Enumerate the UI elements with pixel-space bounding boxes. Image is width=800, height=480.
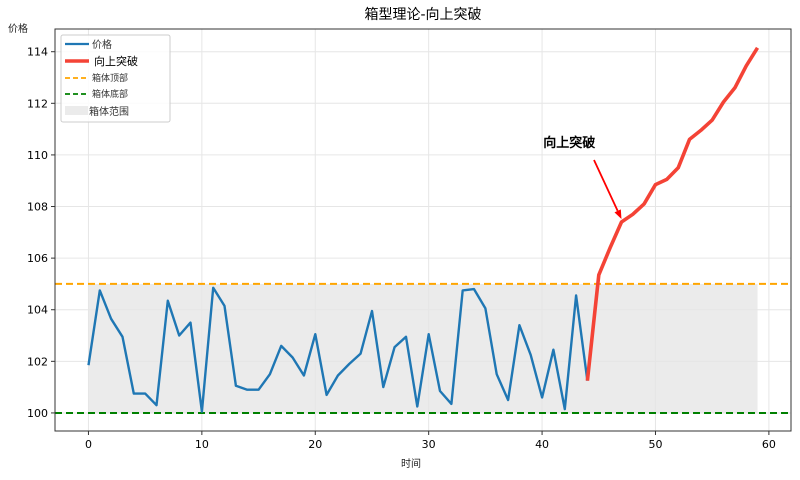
box-range-fill xyxy=(88,283,758,413)
y-axis-label: 价格 xyxy=(8,22,28,35)
y-axis-ticks: 100 102 104 106 108 110 112 114 xyxy=(27,46,55,420)
breakout-line xyxy=(585,46,760,381)
box-range-area xyxy=(88,283,758,413)
legend-box xyxy=(60,34,171,123)
arrow-head-icon xyxy=(614,209,622,220)
legend-item-box-top: 箱体顶部 xyxy=(65,72,128,84)
legend-item-box-range: 箱体范围 xyxy=(65,105,129,118)
chart-title: 箱型理论-向上突破 xyxy=(364,7,481,23)
x-axis-ticks: 0 10 20 30 40 50 60 xyxy=(85,431,776,451)
legend-label: 箱体底部 xyxy=(92,88,128,100)
legend-patch-icon xyxy=(65,106,88,115)
y-tick-label: 110 xyxy=(27,149,48,162)
y-tick-label: 114 xyxy=(27,46,48,59)
legend: 价格 向上突破 箱体顶部 箱体底部 箱体范围 xyxy=(60,34,171,123)
legend-label: 箱体范围 xyxy=(89,105,129,118)
x-tick-label: 40 xyxy=(535,438,549,451)
legend-label: 价格 xyxy=(92,38,112,51)
x-axis-label: 时间 xyxy=(401,457,421,470)
x-tick-label: 0 xyxy=(85,438,92,451)
annotation-text: 向上突破 xyxy=(543,135,595,151)
series-lines xyxy=(87,46,760,413)
plot-area: 向上突破 xyxy=(54,28,792,432)
legend-item-breakout: 向上突破 xyxy=(65,54,138,68)
x-tick-label: 30 xyxy=(422,438,436,451)
axes-frame xyxy=(54,28,792,432)
legend-label: 向上突破 xyxy=(94,54,138,68)
y-tick-label: 100 xyxy=(27,407,48,420)
price-line xyxy=(87,286,589,413)
legend-label: 箱体顶部 xyxy=(92,72,128,84)
box-boundary-lines xyxy=(55,282,791,414)
breakout-annotation: 向上突破 xyxy=(543,135,622,220)
x-tick-label: 60 xyxy=(762,438,776,451)
y-tick-label: 102 xyxy=(27,355,48,368)
x-tick-label: 10 xyxy=(195,438,209,451)
y-tick-label: 112 xyxy=(27,97,48,110)
legend-item-box-bottom: 箱体底部 xyxy=(65,88,128,100)
legend-item-price: 价格 xyxy=(65,38,112,51)
y-tick-label: 104 xyxy=(27,304,48,317)
x-tick-label: 20 xyxy=(308,438,322,451)
annotation-arrow xyxy=(593,159,619,212)
y-tick-label: 106 xyxy=(27,252,48,265)
y-tick-label: 108 xyxy=(27,201,48,214)
x-tick-label: 50 xyxy=(648,438,662,451)
